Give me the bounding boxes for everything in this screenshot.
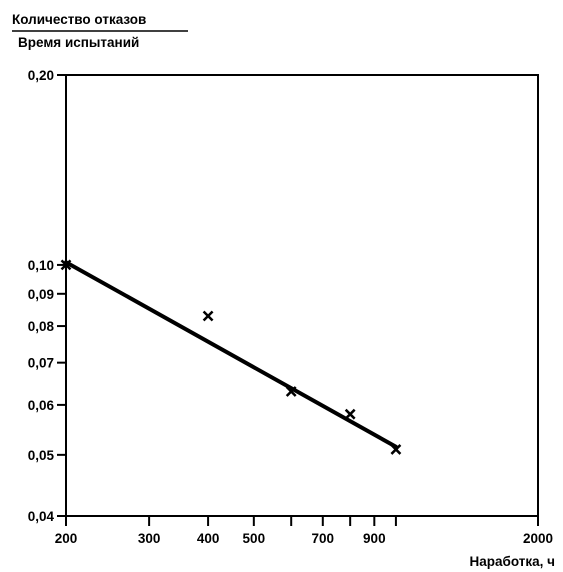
y-axis-label-numerator: Количество отказов (12, 12, 146, 27)
x-tick-label: 400 (197, 531, 220, 546)
y-axis-ticks: 0,04 0,05 0,06 0,07 0,08 0,09 0,10 0,20 (28, 68, 66, 524)
y-axis-label: Количество отказов Время испытаний (12, 12, 188, 50)
y-tick-label: 0,10 (28, 258, 54, 273)
x-tick-label: 700 (312, 531, 335, 546)
data-points (60, 259, 402, 455)
y-tick-label: 0,04 (28, 509, 55, 524)
fit-line (64, 260, 398, 449)
y-tick-label: 0,05 (28, 448, 55, 463)
y-tick-label: 0,09 (28, 287, 54, 302)
data-point (285, 386, 297, 397)
data-point (344, 408, 356, 420)
y-tick-label: 0,07 (28, 356, 54, 371)
data-point (202, 310, 214, 322)
x-axis-ticks: 200 300 400 500 700 900 2000 (55, 516, 553, 546)
x-tick-label: 300 (138, 531, 161, 546)
x-tick-label: 2000 (523, 531, 553, 546)
x-tick-label: 200 (55, 531, 78, 546)
x-axis-label: Наработка, ч (470, 554, 555, 569)
data-point (390, 444, 402, 455)
y-axis-label-denominator: Время испытаний (18, 35, 139, 50)
data-point (60, 259, 72, 271)
x-tick-label: 500 (243, 531, 266, 546)
y-tick-label: 0,06 (28, 398, 55, 413)
y-tick-label: 0,20 (28, 68, 54, 83)
plot-area-frame (65, 74, 539, 517)
x-tick-label: 900 (363, 531, 386, 546)
y-tick-label: 0,08 (28, 319, 55, 334)
